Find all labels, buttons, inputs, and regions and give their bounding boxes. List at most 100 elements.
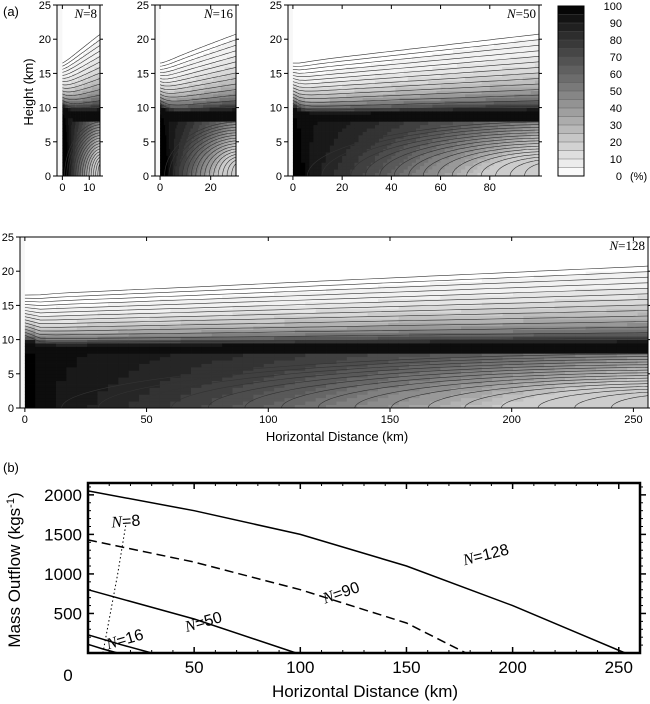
- contour-upper: [160, 67, 236, 83]
- contour-lower: [64, 121, 100, 176]
- colorbar-tick-label: 20: [610, 137, 622, 149]
- contour-lower: [350, 129, 539, 176]
- panel-b-label: (b): [3, 460, 19, 475]
- y-tick-label: 15: [2, 300, 14, 312]
- y-tick-label: 20: [270, 34, 282, 46]
- y-tick-label: 500: [54, 604, 82, 623]
- colorbar-step: [557, 167, 585, 177]
- contour-upper: [24, 288, 648, 310]
- series-line-n-16: [87, 634, 152, 654]
- contour-upper: [292, 72, 539, 88]
- contour-upper: [292, 99, 539, 107]
- contour-upper: [62, 67, 100, 82]
- plot-frame: [86, 481, 642, 655]
- x-tick-label: 50: [140, 414, 152, 426]
- subplot-label: N=16: [203, 6, 234, 21]
- series-label: N=50: [182, 609, 224, 636]
- colorbar-tick-label: 60: [610, 69, 622, 81]
- contour-lower: [93, 156, 100, 176]
- colorbar-step: [557, 116, 585, 126]
- series-label: N=128: [460, 541, 511, 569]
- x-tick-label: 0: [290, 182, 296, 194]
- x-tick-label: 100: [259, 414, 277, 426]
- contour-lower: [171, 361, 648, 408]
- contour-lower: [90, 154, 100, 176]
- contour-lower: [464, 383, 648, 408]
- contour-upper: [24, 276, 648, 303]
- contour-lower: [68, 127, 100, 176]
- contour-lower: [182, 132, 236, 176]
- panel-frame: [19, 236, 649, 409]
- contour-lower: [524, 162, 539, 176]
- colorbar-step: [557, 73, 585, 84]
- contour-upper: [160, 39, 236, 67]
- series-line-n-8: [102, 522, 127, 654]
- series-label: N=90: [320, 579, 362, 608]
- y-tick-label: 15: [137, 68, 149, 80]
- contour-upper: [292, 83, 539, 96]
- colorbar-step: [557, 65, 585, 75]
- y-tick-label: 25: [39, 0, 51, 12]
- x-tick-label: 250: [624, 414, 642, 426]
- humidity-panel-4: N=128 0 50 100 150 200 250 0 5 10 15 20 25: [2, 232, 650, 426]
- colorbar-tick-label: 50: [610, 86, 622, 98]
- y-tick-label: 5: [45, 137, 51, 149]
- y-tick-label: 10: [137, 103, 149, 115]
- y-tick-label: 15: [270, 68, 282, 80]
- colorbar-tick-label: 70: [610, 52, 622, 64]
- contour-lower: [168, 124, 236, 176]
- contour-lower: [466, 151, 539, 176]
- subplot-label: N=8: [73, 6, 97, 21]
- contour-lower: [186, 135, 236, 176]
- contour-lower: [379, 135, 539, 176]
- contour-upper: [159, 89, 236, 98]
- humidity-panel-1: N=8 0 10 0 5 10 15 20 25: [39, 0, 103, 194]
- contour-upper: [62, 72, 100, 86]
- colorbar-tick-label: 10: [610, 154, 622, 166]
- contour-upper: [24, 334, 648, 343]
- contour-lower: [391, 377, 648, 408]
- contour-lower: [501, 386, 648, 408]
- contour-lower: [195, 140, 236, 176]
- x-tick-label: 100: [286, 658, 314, 677]
- contour-upper: [24, 326, 648, 336]
- contour-upper: [292, 61, 539, 81]
- x-tick-label: 0: [157, 182, 163, 194]
- panel-a-xlabel: Horizontal Distance (km): [266, 429, 408, 444]
- colorbar-step: [557, 56, 585, 67]
- contour-upper: [160, 61, 236, 80]
- contour-upper: [292, 102, 539, 111]
- contour-upper: [62, 102, 100, 109]
- y-tick-label: 0: [8, 403, 14, 415]
- colorbar-step: [557, 99, 585, 109]
- contour-upper: [24, 265, 648, 296]
- contour-upper: [160, 50, 236, 73]
- contour-upper: [62, 61, 100, 79]
- contour-lower: [422, 143, 539, 176]
- contour-upper: [292, 67, 539, 85]
- y-tick-label: 5: [8, 369, 14, 381]
- contour-lower: [70, 129, 100, 176]
- colorbar-step: [557, 5, 585, 16]
- contour-lower: [191, 137, 236, 176]
- contour-upper: [62, 56, 100, 76]
- subplot-label: N=128: [608, 238, 645, 253]
- contour-upper: [62, 39, 100, 67]
- contour-lower: [408, 140, 539, 176]
- x-tick-label: 20: [336, 182, 348, 194]
- contour-lower: [88, 151, 100, 176]
- x-tick-label: 150: [381, 414, 399, 426]
- colorbar-tick-label: 40: [610, 103, 622, 115]
- colorbar-step: [557, 141, 585, 152]
- contour-upper: [24, 321, 648, 332]
- contour-lower: [208, 148, 236, 176]
- colorbar-step: [557, 31, 585, 41]
- x-tick-label: 250: [605, 658, 633, 677]
- contour-upper: [159, 99, 236, 106]
- contour-lower: [207, 364, 648, 408]
- contour-lower: [317, 372, 648, 408]
- y-tick-label: 10: [2, 335, 14, 347]
- y-tick-label: 0: [276, 171, 282, 183]
- humidity-panel-2: N=16 0 20 0 5 10 15 20 25: [137, 0, 239, 194]
